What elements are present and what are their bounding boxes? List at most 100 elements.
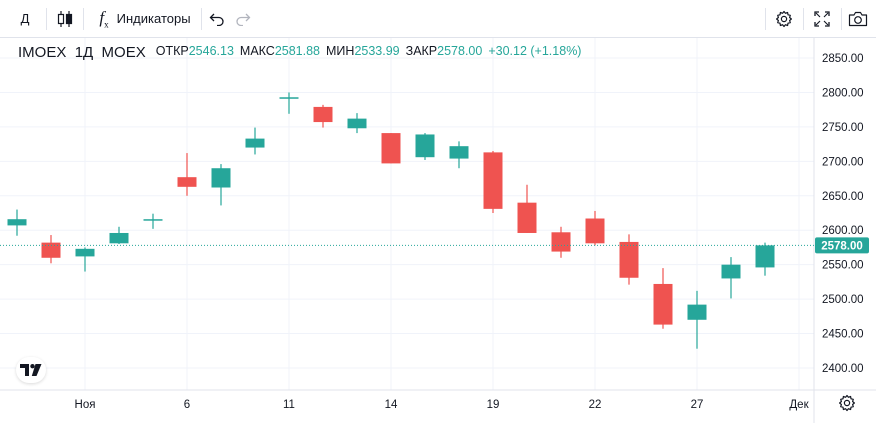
toolbar-divider [201,8,202,30]
price-tick-label: 2550.00 [822,260,864,272]
candle [585,210,605,246]
candle [211,164,231,206]
candle-body [551,232,571,252]
undo-button[interactable] [205,0,229,37]
candle [721,257,741,299]
low-label: МИН [326,44,355,58]
candle [75,247,95,272]
candle [347,113,367,134]
candle-body [245,138,265,148]
candle [517,184,537,233]
candle-body [415,134,435,158]
candle-body [211,168,231,188]
high-value: 2581.88 [274,44,321,58]
high-label: МАКС [239,44,275,58]
low-value: 2533.99 [354,44,400,58]
candle-body [687,304,707,320]
snapshot-button[interactable] [845,0,871,37]
time-tick-label: Дек [789,399,809,411]
toolbar-divider [765,8,766,30]
symbol-exchange: MOEX [101,44,146,61]
price-axis[interactable]: 2850.00 2800.00 2750.00 2700.00 2650.00 2600.… [822,53,864,375]
price-tick-label: 2850.00 [822,53,864,65]
tradingview-logo[interactable] [16,357,46,383]
candle-body [585,218,605,244]
gear-icon [839,394,855,412]
candle [483,151,503,213]
candle-body [517,202,537,233]
candle [381,133,401,164]
toolbar-divider [841,8,842,30]
price-tick-label: 2600.00 [822,225,864,237]
redo-button[interactable] [231,0,255,37]
candle [143,213,163,229]
candle-body [7,219,27,226]
time-tick-label: 14 [385,399,398,411]
indicators-button[interactable]: fx Индикаторы [90,0,200,37]
candle [687,290,707,349]
interval-label: Д [20,11,30,26]
price-tick-label: 2800.00 [822,87,864,99]
last-price-tag: 2578.00 [815,237,869,254]
settings-button[interactable] [771,0,797,37]
chart-grid [0,38,814,390]
fullscreen-button[interactable] [809,0,835,37]
chart-type-button[interactable] [52,0,78,37]
candle-body [721,264,741,279]
candle [755,242,775,276]
chart-legend: IMOEX 1Д MOEX ОТКР 2546.13 МАКС 2581.88 МИ… [18,44,587,61]
open-label: ОТКР [155,44,189,58]
time-tick-label: 27 [691,399,704,411]
price-tick-label: 2450.00 [822,329,864,341]
candle [41,235,61,264]
time-tick-label: 11 [283,399,295,411]
toolbar-divider [46,8,47,30]
price-tick-label: 2750.00 [822,122,864,134]
change-value: +30.12 (+1.18%) [488,44,582,58]
candle [177,153,197,196]
price-tick-label: 2700.00 [822,156,864,168]
candle [313,104,333,128]
candle-body [381,133,401,164]
candle-body [619,241,639,278]
candle-body [143,219,163,221]
candle-body [41,242,61,258]
candlestick-chart[interactable]: 2850.00 2800.00 2750.00 2700.00 2650.00 2600.… [0,38,876,423]
candle [415,133,435,160]
time-tick-label: 22 [589,399,602,411]
candle-body [653,283,673,325]
candles-layer [7,92,775,349]
candle-body [75,248,95,257]
interval-button[interactable]: Д [10,0,40,37]
legend-symbol[interactable]: IMOEX 1Д MOEX [18,44,146,61]
price-tick-label: 2400.00 [822,363,864,375]
camera-icon [848,11,868,26]
price-tick-label: 2500.00 [822,294,864,306]
candle [279,92,299,114]
toolbar-divider [83,8,84,30]
time-axis[interactable]: Ноя 6 11 14 19 22 27 Дек [75,399,810,411]
candle [653,268,673,329]
price-tick-label: 2650.00 [822,191,864,203]
time-tick-label: 19 [487,399,500,411]
redo-icon [236,13,251,26]
candle [109,226,129,244]
candle [245,127,265,155]
toolbar-divider [803,8,804,30]
indicators-label: Индикаторы [116,11,191,26]
symbol-interval: 1Д [74,44,94,61]
time-tick-label: Ноя [75,399,96,411]
candle [7,209,27,236]
time-tick-label: 6 [184,399,190,411]
candle [619,234,639,285]
candle-body [313,106,333,123]
close-label: ЗАКР [405,44,438,58]
top-toolbar: Д fx Индикаторы [0,0,876,38]
candles-icon [57,10,73,27]
axis-settings-button[interactable] [836,392,858,414]
fx-icon: fx [99,7,109,30]
last-price-label: 2578.00 [821,240,863,252]
candle [551,226,571,258]
candle-body [449,146,469,159]
symbol-name: IMOEX [18,44,67,61]
